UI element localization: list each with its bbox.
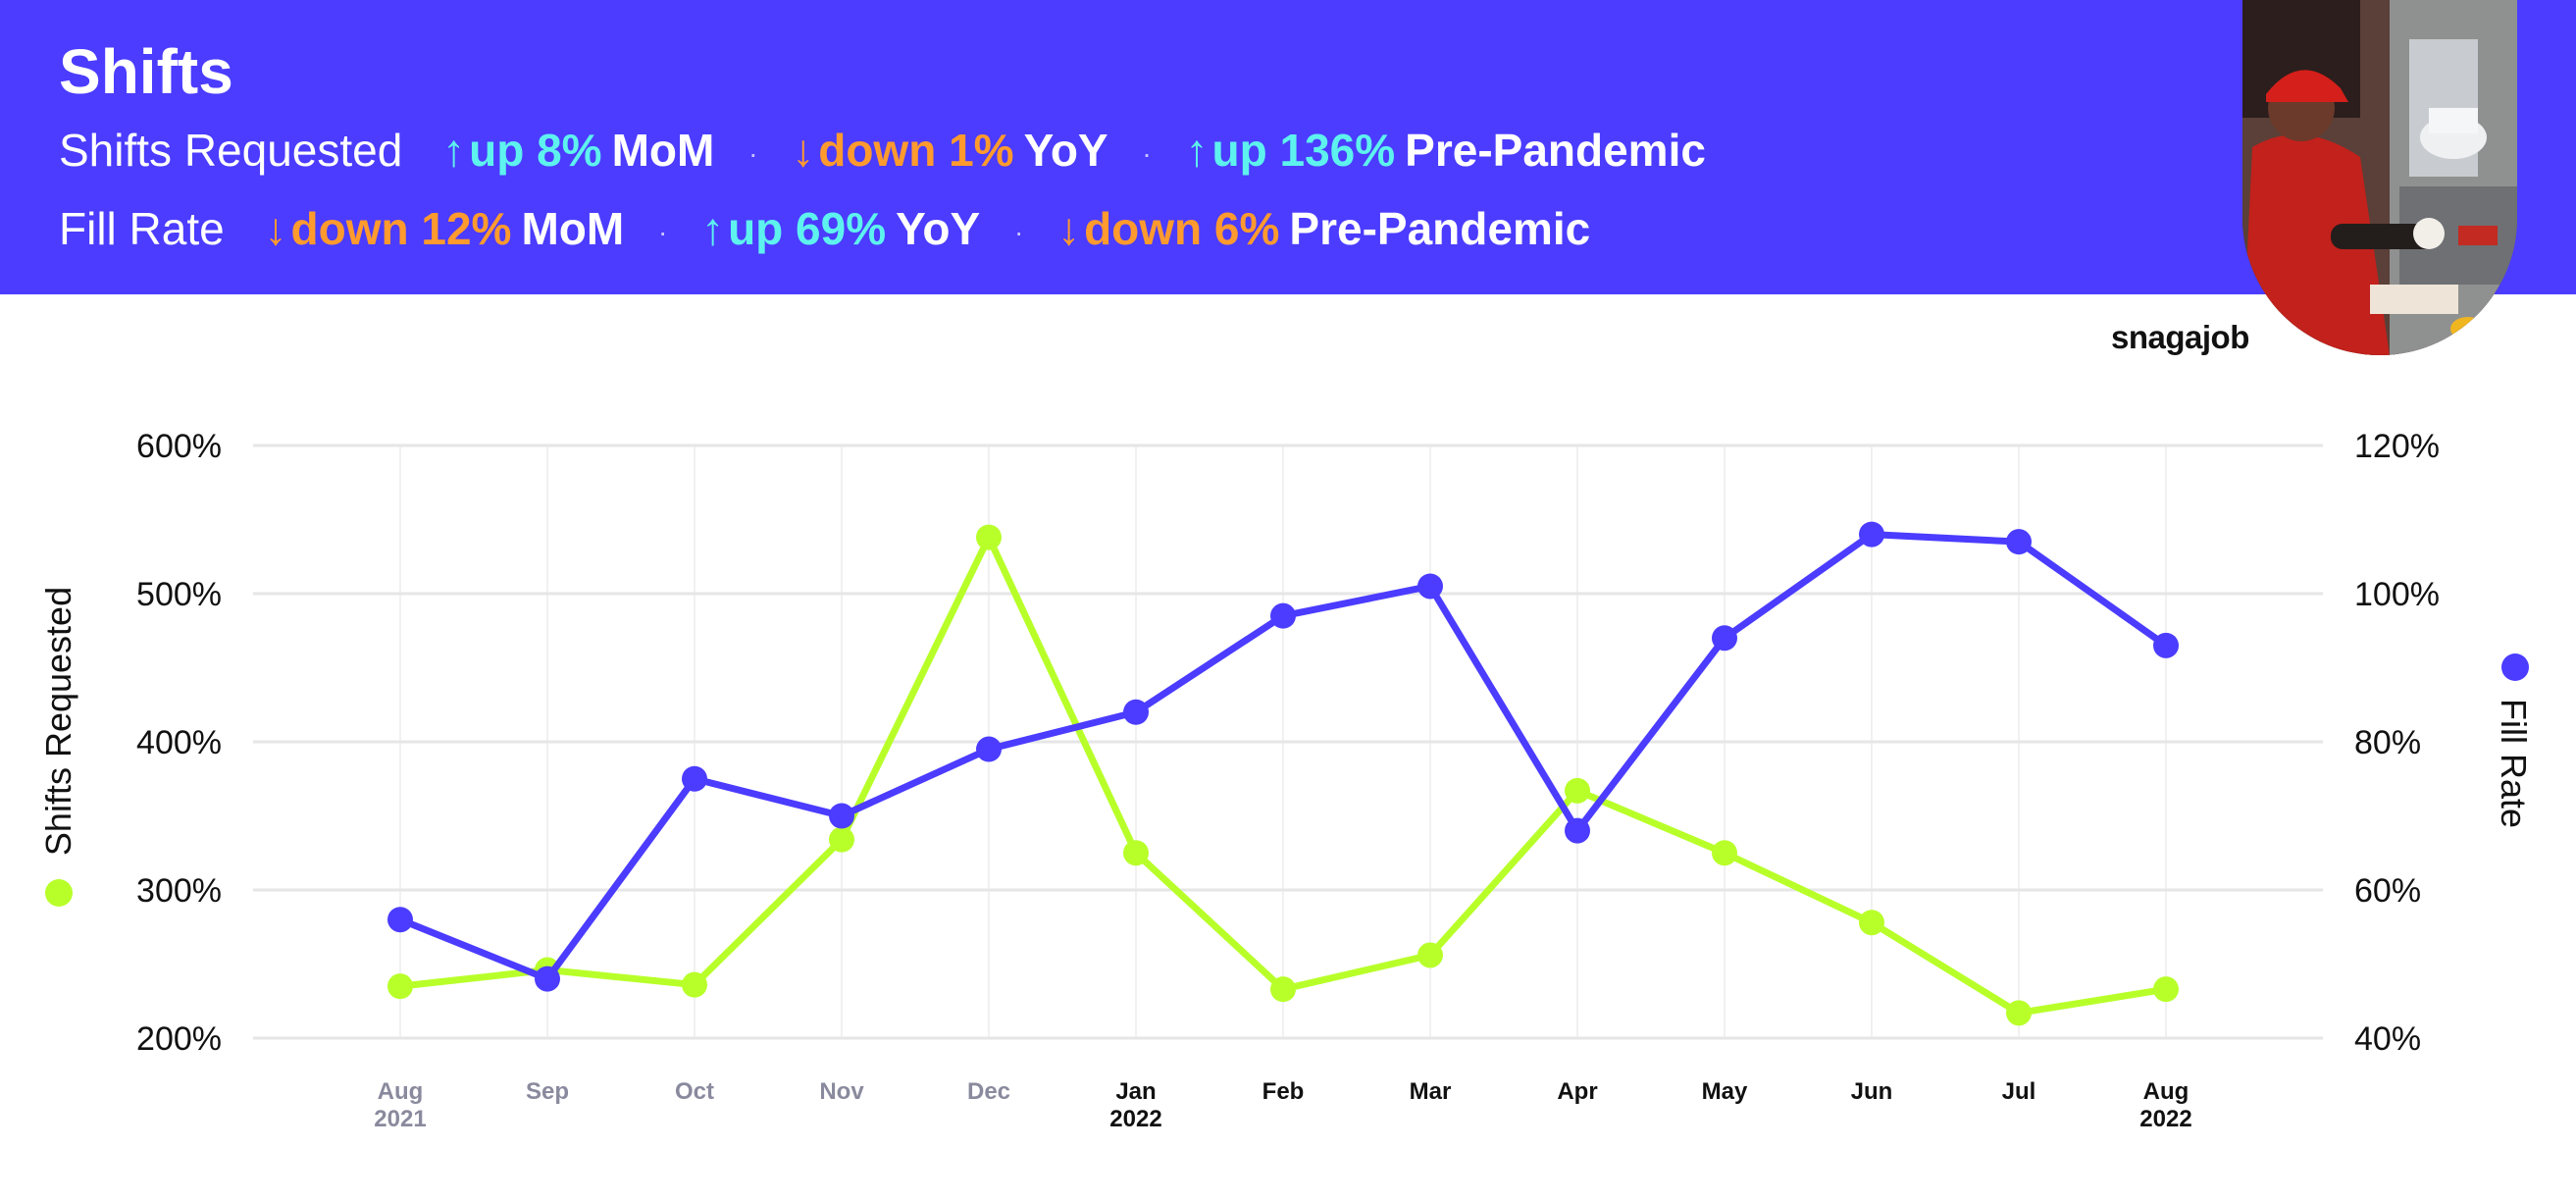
data-point-shifts-requested	[1565, 777, 1590, 804]
y-tick-label-left: 400%	[136, 724, 222, 761]
data-point-fill-rate	[1565, 817, 1590, 844]
data-point-fill-rate	[2006, 529, 2032, 555]
up-arrow-icon: ↑	[701, 203, 725, 254]
x-tick-label: Sep	[526, 1078, 569, 1105]
stat-yoy: ↓down 1% YoY	[792, 125, 1108, 176]
stat-period: MoM	[521, 203, 625, 254]
x-tick-label: Feb	[1262, 1078, 1305, 1105]
stat-mom: ↓down 12% MoM	[265, 203, 625, 254]
snagajob-logo: snagajob	[2111, 319, 2249, 355]
data-point-shifts-requested	[387, 973, 413, 1000]
stat-pre-pandemic: ↑up 136% Pre-Pandemic	[1186, 125, 1706, 176]
data-point-fill-rate	[829, 803, 854, 829]
data-point-shifts-requested	[682, 971, 707, 998]
stat-period: MoM	[611, 125, 715, 176]
x-tick-label: Jul	[2002, 1078, 2036, 1105]
x-tick-label: Jun	[1851, 1078, 1893, 1105]
data-point-fill-rate	[387, 907, 413, 933]
data-point-shifts-requested	[2153, 976, 2179, 1003]
data-point-fill-rate	[1123, 699, 1149, 725]
y-tick-label-right: 60%	[2354, 872, 2421, 910]
stat-delta: down 12%	[290, 203, 512, 254]
y-tick-label-right: 80%	[2354, 724, 2421, 761]
x-tick-year-label: 2022	[2139, 1106, 2191, 1132]
up-arrow-icon: ↑	[1185, 125, 1209, 176]
stat-delta: down 6%	[1084, 203, 1280, 254]
x-tick-label: Nov	[819, 1078, 864, 1105]
stat-period: Pre-Pandemic	[1405, 125, 1706, 176]
stat-pre-pandemic: ↓down 6% Pre-Pandemic	[1057, 203, 1590, 254]
x-tick-label: Mar	[1410, 1078, 1452, 1105]
up-arrow-icon: ↑	[442, 125, 466, 176]
stat-mom: ↑up 8% MoM	[442, 125, 714, 176]
stat-delta: up 8%	[469, 125, 602, 176]
x-tick-label: Oct	[675, 1078, 714, 1105]
legend-marker-shifts-requested	[45, 879, 73, 907]
x-tick-year-label: 2022	[1109, 1106, 1161, 1132]
fill-rate-stats: Fill Rate ↓down 12% MoM · ↑up 69% YoY · ↓d…	[59, 202, 1590, 255]
data-point-shifts-requested	[976, 524, 1002, 550]
data-point-shifts-requested	[1270, 976, 1296, 1003]
stat-delta: up 136%	[1211, 125, 1396, 176]
series-layer	[387, 521, 2179, 1026]
data-point-fill-rate	[1417, 573, 1443, 600]
data-point-fill-rate	[535, 966, 560, 992]
x-tick-label: May	[1702, 1078, 1748, 1105]
stat-period: YoY	[896, 203, 981, 254]
y-tick-label-left: 200%	[136, 1020, 222, 1058]
data-point-shifts-requested	[1712, 840, 1737, 866]
stat-yoy: ↑up 69% YoY	[701, 203, 980, 254]
data-point-fill-rate	[1859, 521, 1884, 548]
y-tick-label-right: 120%	[2354, 428, 2440, 465]
x-tick-label: Aug	[378, 1078, 424, 1105]
page-title: Shifts	[59, 36, 233, 107]
down-arrow-icon: ↓	[264, 203, 287, 254]
data-point-fill-rate	[1712, 625, 1737, 652]
y-tick-label-right: 100%	[2354, 576, 2440, 613]
x-tick-label: Aug	[2143, 1078, 2190, 1105]
data-point-shifts-requested	[2006, 1000, 2032, 1026]
stat-delta: down 1%	[818, 125, 1014, 176]
separator-dot: ·	[1142, 137, 1152, 169]
down-arrow-icon: ↓	[792, 125, 815, 176]
axis-layer: 600% 120% 500% 100% 400% 80% 300% 60% 200% 40% Aug…	[136, 428, 2440, 1132]
stat-label-shifts-requested: Shifts Requested	[59, 125, 403, 176]
y-tick-label-left: 300%	[136, 872, 222, 910]
data-point-shifts-requested	[829, 826, 854, 853]
separator-dot: ·	[748, 137, 758, 169]
y-tick-label-left: 600%	[136, 428, 222, 465]
x-tick-label: Apr	[1557, 1078, 1597, 1105]
data-point-fill-rate	[2153, 632, 2179, 658]
y-axis-title-right: Fill Rate	[2494, 699, 2534, 828]
header-banner: Shifts Shifts Requested ↑up 8% MoM · ↓dow…	[0, 0, 2576, 294]
y-tick-label-left: 500%	[136, 576, 222, 613]
separator-dot: ·	[1013, 216, 1024, 247]
data-point-fill-rate	[1270, 602, 1296, 629]
legend-marker-fill-rate	[2501, 653, 2529, 681]
separator-dot: ·	[657, 216, 668, 247]
down-arrow-icon: ↓	[1057, 203, 1081, 254]
stat-label-fill-rate: Fill Rate	[59, 203, 225, 254]
x-tick-label: Jan	[1115, 1078, 1156, 1105]
data-point-shifts-requested	[1417, 942, 1443, 968]
stat-period: Pre-Pandemic	[1289, 203, 1591, 254]
data-point-shifts-requested	[1859, 910, 1884, 936]
stat-delta: up 69%	[728, 203, 887, 254]
x-tick-year-label: 2021	[374, 1106, 426, 1132]
stat-period: YoY	[1023, 125, 1108, 176]
y-tick-label-right: 40%	[2354, 1020, 2421, 1058]
data-point-shifts-requested	[1123, 840, 1149, 866]
shifts-requested-stats: Shifts Requested ↑up 8% MoM · ↓down 1% YoY…	[59, 124, 1706, 177]
data-point-fill-rate	[976, 736, 1002, 762]
x-tick-label: Dec	[967, 1078, 1010, 1105]
y-axis-title-left: Shifts Requested	[38, 587, 78, 856]
data-point-fill-rate	[682, 765, 707, 792]
grid-layer	[253, 444, 2323, 1040]
